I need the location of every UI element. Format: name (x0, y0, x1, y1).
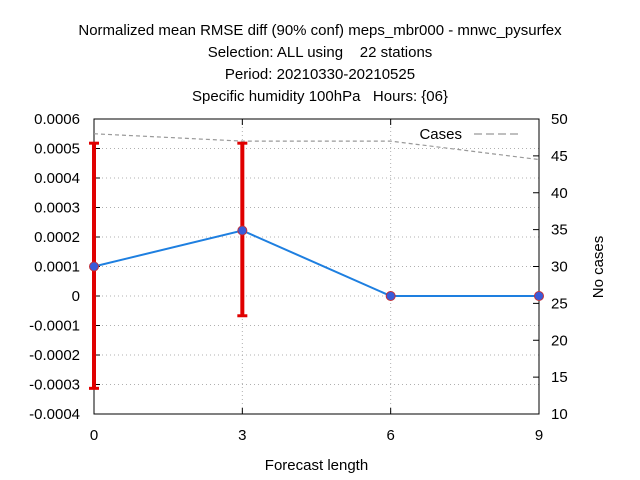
legend-label-cases: Cases (419, 126, 462, 143)
y2-tick-label: 35 (551, 222, 568, 239)
y-tick-label: -0.0004 (29, 406, 80, 423)
x-axis-label: Forecast length (265, 457, 368, 474)
x-tick-label: 9 (535, 427, 543, 444)
ticks (93, 118, 540, 415)
y-tick-label: 0.0004 (34, 170, 80, 187)
cases-series (93, 133, 540, 161)
y2-tick-label: 50 (551, 111, 568, 128)
y-tick-label: 0.0001 (34, 259, 80, 276)
title-line: Normalized mean RMSE diff (90% conf) mep… (78, 22, 562, 39)
y-tick-label: -0.0001 (29, 318, 80, 335)
grid (93, 118, 540, 415)
y-tick-label: 0.0006 (34, 111, 80, 128)
data-point (385, 291, 396, 301)
chart-title: Normalized mean RMSE diff (90% conf) mep… (78, 22, 562, 105)
data-point (237, 225, 248, 236)
plot-frame (93, 118, 540, 415)
y2-tick-label: 40 (551, 185, 568, 202)
y-tick-label: 0.0002 (34, 229, 80, 246)
title-line: Selection: ALL using 22 stations (208, 44, 433, 61)
rmse-diff-line (93, 229, 539, 297)
y-axis-tick-labels: 0.0006 0.0005 0.0004 0.0003 0.0002 0.0001 0 -0.… (29, 111, 80, 423)
y2-tick-label: 30 (551, 259, 568, 276)
y-tick-label: 0.0005 (34, 141, 80, 158)
y2-tick-label: 45 (551, 148, 568, 165)
y-tick-label: -0.0002 (29, 347, 80, 364)
y-tick-label: 0 (72, 288, 80, 305)
title-line: Period: 20210330-20210525 (225, 66, 415, 83)
y2-tick-label: 20 (551, 332, 568, 349)
rmse-diff-series (89, 225, 544, 301)
y2-tick-label: 15 (551, 369, 568, 386)
x-tick-label: 6 (386, 427, 394, 444)
y-tick-label: -0.0003 (29, 377, 80, 394)
y2-tick-label: 25 (551, 295, 568, 312)
y2-tick-label: 10 (551, 406, 568, 423)
y2-axis-label: No cases (590, 236, 607, 299)
x-tick-label: 0 (90, 427, 98, 444)
legend: Cases (419, 126, 520, 143)
x-tick-label: 3 (238, 427, 246, 444)
data-point (534, 291, 544, 301)
error-bars (89, 141, 248, 390)
x-axis-tick-labels: 0 3 6 9 (90, 427, 543, 444)
cases-line (93, 133, 540, 161)
y2-axis-tick-labels: 50 45 40 35 30 25 20 15 10 (551, 111, 568, 423)
data-point (89, 261, 99, 272)
y-tick-label: 0.0003 (34, 200, 80, 217)
title-line: Specific humidity 100hPa Hours: {06} (192, 88, 448, 105)
